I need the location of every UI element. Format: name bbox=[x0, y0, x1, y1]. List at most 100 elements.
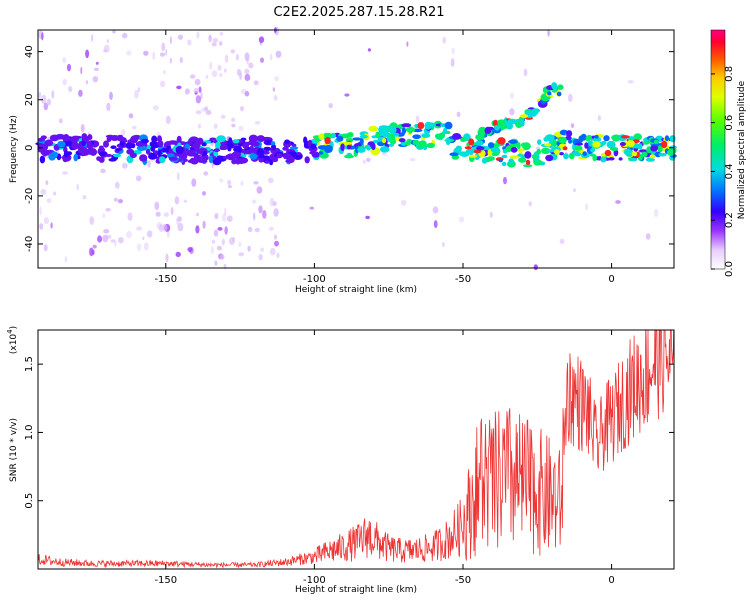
noise-speckle bbox=[211, 70, 218, 77]
noise-speckle bbox=[126, 231, 132, 239]
noise-speckle bbox=[213, 123, 218, 129]
ridge-blob bbox=[475, 134, 485, 141]
colorbar-tick-label: 0.8 bbox=[724, 66, 735, 82]
ridge-blob bbox=[378, 127, 384, 132]
ridge-blob bbox=[606, 140, 616, 149]
ridge-blob bbox=[557, 136, 567, 144]
ridge-blob bbox=[523, 164, 533, 168]
ridge-blob bbox=[510, 146, 518, 153]
noise-speckle bbox=[62, 78, 67, 86]
ridge-blob bbox=[578, 135, 584, 143]
ridge-blob bbox=[344, 141, 353, 145]
noise-speckle bbox=[224, 68, 227, 73]
ridge-blob bbox=[557, 84, 564, 90]
colorbar-ticks: 0.0 0.2 0.4 0.6 0.8 bbox=[711, 66, 735, 277]
ridge-blob bbox=[421, 133, 431, 139]
ridge-blob bbox=[568, 152, 575, 160]
ridge-blob bbox=[271, 157, 279, 163]
ridge-blob bbox=[318, 133, 325, 140]
noise-speckle bbox=[106, 102, 111, 112]
noise-speckle bbox=[110, 239, 116, 243]
noise-speckle bbox=[226, 215, 233, 222]
noise-speckle bbox=[209, 62, 213, 70]
noise-speckle bbox=[258, 205, 263, 214]
ridge-blob bbox=[89, 148, 98, 156]
y-tick-label: -20 bbox=[24, 188, 35, 204]
noise-speckle bbox=[244, 52, 250, 62]
ridge-blob bbox=[544, 143, 552, 147]
noise-speckle bbox=[432, 206, 439, 214]
ridge-blob bbox=[368, 125, 379, 132]
noise-speckle bbox=[158, 224, 164, 233]
noise-speckle bbox=[220, 254, 225, 260]
ridge-blob bbox=[497, 137, 506, 145]
ridge-blob bbox=[459, 151, 470, 157]
ridge-blob bbox=[587, 140, 594, 148]
noise-speckle bbox=[238, 252, 245, 257]
noise-speckle bbox=[217, 64, 222, 71]
ridge-blob bbox=[150, 146, 156, 152]
ridge-blob bbox=[650, 145, 658, 152]
noise-speckle bbox=[450, 58, 455, 67]
ridge-blob bbox=[389, 138, 397, 145]
noise-speckle bbox=[177, 216, 183, 222]
ridge-blob bbox=[642, 141, 650, 145]
noise-speckle bbox=[183, 199, 187, 203]
noise-speckle bbox=[244, 90, 250, 97]
ridge-blob bbox=[73, 153, 78, 162]
ridge-blob bbox=[518, 157, 527, 163]
ridge-blob bbox=[240, 137, 247, 141]
noise-speckle bbox=[442, 241, 445, 248]
x-tick-label: -50 bbox=[455, 575, 471, 586]
ridge-blob bbox=[192, 143, 197, 149]
noise-speckle bbox=[268, 177, 274, 184]
noise-speckle bbox=[456, 111, 461, 118]
noise-speckle bbox=[136, 243, 142, 251]
noise-speckle bbox=[100, 168, 106, 174]
ridge-blob bbox=[398, 138, 406, 143]
noise-speckle bbox=[533, 264, 538, 271]
noise-speckle bbox=[214, 260, 218, 266]
ridge-blob bbox=[641, 151, 648, 157]
noise-speckle bbox=[231, 123, 236, 128]
ridge-blob bbox=[408, 126, 413, 134]
noise-speckle bbox=[165, 48, 168, 56]
ridge-blob bbox=[485, 156, 492, 161]
y-tick-label: 20 bbox=[24, 93, 35, 106]
noise-speckle bbox=[191, 178, 197, 187]
ridge-blob bbox=[417, 141, 424, 149]
noise-speckle bbox=[40, 189, 47, 195]
ridge-blob bbox=[310, 143, 317, 149]
ridge-blob bbox=[626, 140, 635, 147]
noise-speckle bbox=[41, 94, 47, 104]
ridge-blob bbox=[201, 142, 207, 147]
ridge-blob bbox=[476, 146, 485, 151]
ridge-blob bbox=[113, 153, 122, 158]
ridge-blob bbox=[352, 137, 362, 141]
ridge-blob bbox=[633, 133, 642, 141]
noise-speckle bbox=[362, 159, 366, 164]
noise-speckle bbox=[269, 247, 276, 256]
colorbar-tick-label: 0.2 bbox=[724, 212, 735, 228]
ridge-blob bbox=[344, 154, 354, 159]
ridge-blob bbox=[57, 141, 66, 148]
ridge-blob bbox=[151, 135, 158, 143]
noise-speckle bbox=[174, 196, 180, 205]
noise-speckle bbox=[219, 32, 224, 36]
noise-speckle bbox=[204, 106, 208, 112]
ridge-blob bbox=[572, 150, 579, 155]
noise-speckle bbox=[244, 73, 251, 82]
noise-speckle bbox=[50, 222, 53, 229]
ridge-blob bbox=[661, 140, 668, 149]
noise-speckle bbox=[627, 80, 634, 84]
ridge-blob bbox=[519, 114, 529, 118]
noise-speckle bbox=[147, 230, 153, 238]
noise-speckle bbox=[202, 191, 206, 196]
snr-y-scale: (x104) bbox=[6, 326, 19, 354]
noise-speckle bbox=[260, 57, 264, 63]
ridge-blob bbox=[103, 140, 109, 148]
ridge-blob bbox=[565, 135, 572, 141]
snr-y-scale-prefix: (x10 bbox=[9, 334, 19, 355]
ridge-blob bbox=[444, 121, 453, 130]
ridge-blob bbox=[303, 136, 308, 145]
